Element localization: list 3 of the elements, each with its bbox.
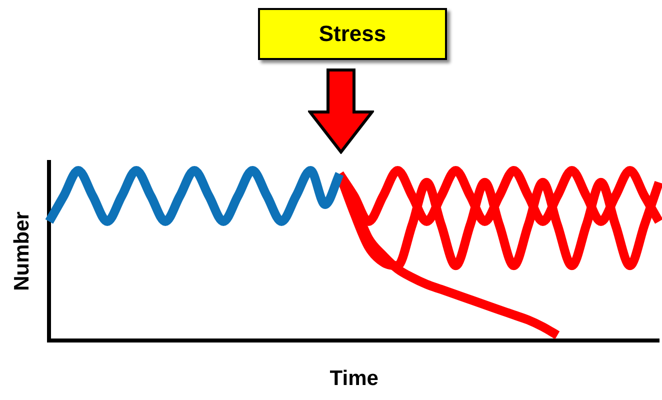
text: Stress <box>258 8 447 60</box>
x-axis-title: Time <box>330 367 378 390</box>
y-axis-title: Number <box>10 212 34 291</box>
